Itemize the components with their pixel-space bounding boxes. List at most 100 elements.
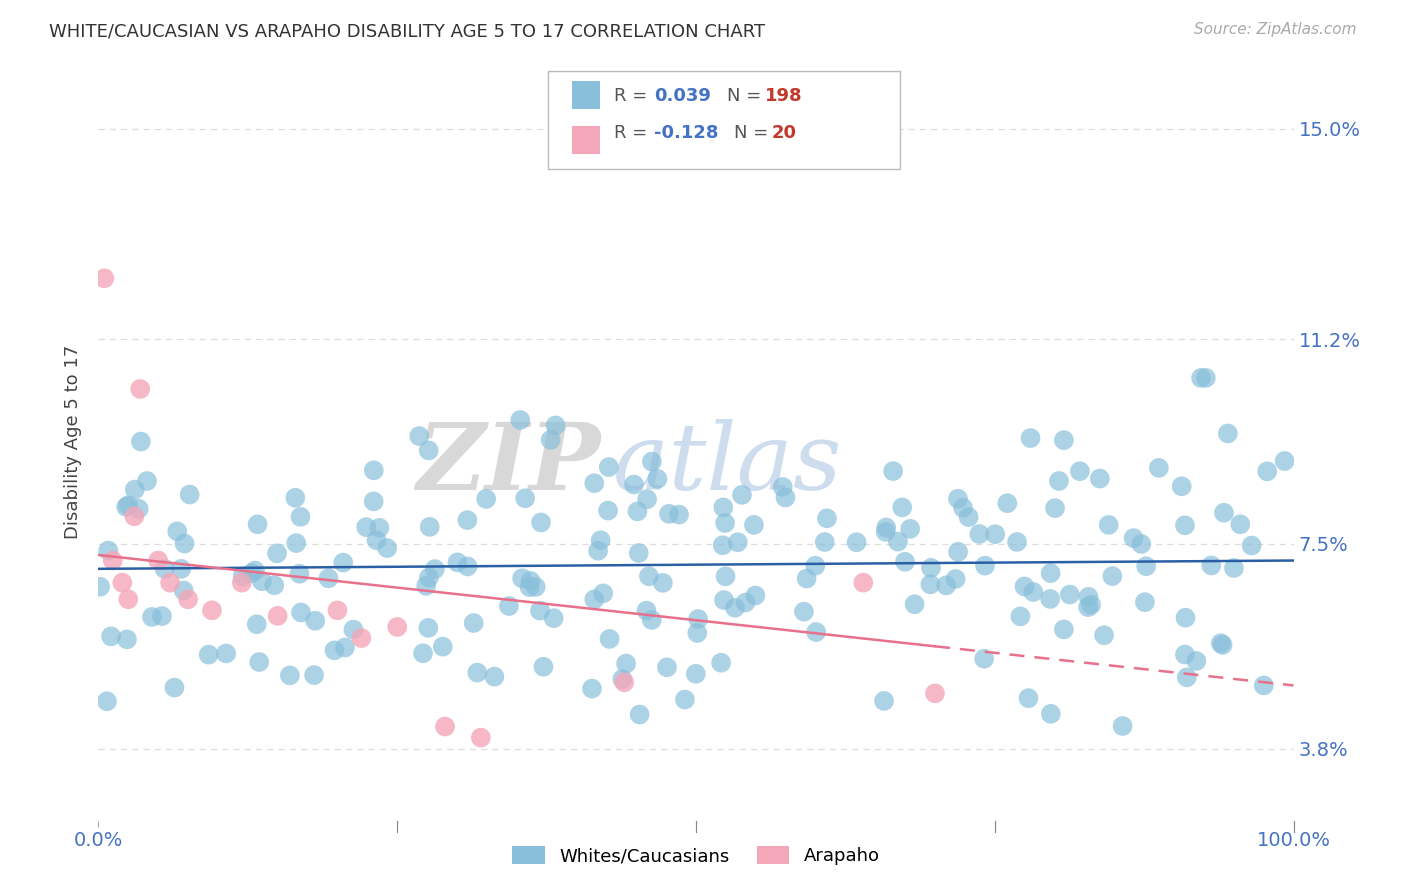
- Point: [475, 491, 498, 506]
- Point: [638, 569, 661, 583]
- Point: [1039, 706, 1062, 721]
- Point: [772, 480, 794, 494]
- Point: [974, 558, 997, 573]
- Point: [688, 612, 710, 626]
- Point: [655, 660, 678, 674]
- Point: [727, 535, 749, 549]
- Text: 20: 20: [772, 124, 797, 142]
- Point: [957, 510, 980, 524]
- Point: [710, 656, 733, 670]
- Point: [1175, 670, 1198, 684]
- Point: [804, 558, 827, 573]
- Point: [596, 503, 619, 517]
- Point: [412, 646, 434, 660]
- Point: [1147, 461, 1170, 475]
- Point: [117, 592, 139, 607]
- Point: [1189, 371, 1212, 385]
- Point: [891, 500, 914, 515]
- Point: [1174, 648, 1197, 662]
- Point: [117, 498, 139, 512]
- Point: [159, 575, 181, 590]
- Point: [484, 670, 506, 684]
- Point: [342, 623, 364, 637]
- Point: [415, 579, 437, 593]
- Point: [845, 535, 868, 549]
- Point: [1014, 579, 1036, 593]
- Point: [1077, 590, 1099, 604]
- Point: [1223, 561, 1246, 575]
- Point: [375, 541, 398, 555]
- Point: [920, 561, 942, 575]
- Point: [641, 613, 664, 627]
- Text: N =: N =: [727, 87, 766, 105]
- Point: [197, 648, 219, 662]
- Point: [201, 603, 224, 617]
- Point: [1098, 517, 1121, 532]
- Point: [179, 487, 201, 501]
- Legend: Whites/Caucasians, Arapaho: Whites/Caucasians, Arapaho: [505, 838, 887, 872]
- Point: [589, 533, 612, 548]
- Point: [111, 575, 134, 590]
- Point: [1059, 588, 1081, 602]
- Point: [1253, 678, 1275, 692]
- Point: [1212, 638, 1234, 652]
- Point: [529, 604, 551, 618]
- Point: [302, 668, 325, 682]
- Point: [711, 538, 734, 552]
- Point: [852, 575, 875, 590]
- Point: [1256, 464, 1278, 478]
- Point: [1130, 537, 1153, 551]
- Point: [1039, 566, 1062, 581]
- Point: [685, 666, 707, 681]
- Point: [1053, 433, 1076, 447]
- Point: [368, 521, 391, 535]
- Point: [100, 629, 122, 643]
- Point: [1088, 472, 1111, 486]
- Point: [1005, 535, 1028, 549]
- Point: [1195, 371, 1218, 385]
- Point: [173, 583, 195, 598]
- Point: [1216, 426, 1239, 441]
- Point: [115, 500, 138, 514]
- Point: [1080, 598, 1102, 612]
- Text: -0.128: -0.128: [654, 124, 718, 142]
- Point: [129, 434, 152, 449]
- Point: [153, 562, 176, 576]
- Point: [1053, 623, 1076, 637]
- Point: [647, 472, 669, 486]
- Point: [423, 562, 446, 576]
- Point: [1039, 591, 1062, 606]
- Text: R =: R =: [614, 124, 654, 142]
- Point: [266, 546, 288, 560]
- Text: R =: R =: [614, 87, 654, 105]
- Point: [498, 599, 520, 613]
- Point: [1069, 464, 1091, 478]
- Point: [714, 516, 737, 530]
- Point: [744, 589, 766, 603]
- Point: [599, 632, 621, 646]
- Point: [898, 522, 921, 536]
- Point: [432, 640, 454, 654]
- Point: [418, 621, 440, 635]
- Point: [894, 555, 917, 569]
- Text: ZIP: ZIP: [416, 419, 600, 509]
- Point: [628, 707, 651, 722]
- Point: [973, 651, 995, 665]
- Point: [457, 559, 479, 574]
- Point: [515, 491, 537, 506]
- Point: [290, 509, 312, 524]
- Point: [686, 626, 709, 640]
- Point: [583, 476, 606, 491]
- Text: WHITE/CAUCASIAN VS ARAPAHO DISABILITY AGE 5 TO 17 CORRELATION CHART: WHITE/CAUCASIAN VS ARAPAHO DISABILITY AG…: [49, 22, 765, 40]
- Point: [1174, 610, 1197, 624]
- Point: [304, 614, 326, 628]
- Point: [714, 569, 737, 583]
- Point: [742, 517, 765, 532]
- Point: [641, 454, 664, 468]
- Point: [613, 675, 636, 690]
- Point: [626, 504, 648, 518]
- Point: [141, 610, 163, 624]
- Point: [243, 564, 266, 578]
- Point: [509, 413, 531, 427]
- Point: [456, 513, 478, 527]
